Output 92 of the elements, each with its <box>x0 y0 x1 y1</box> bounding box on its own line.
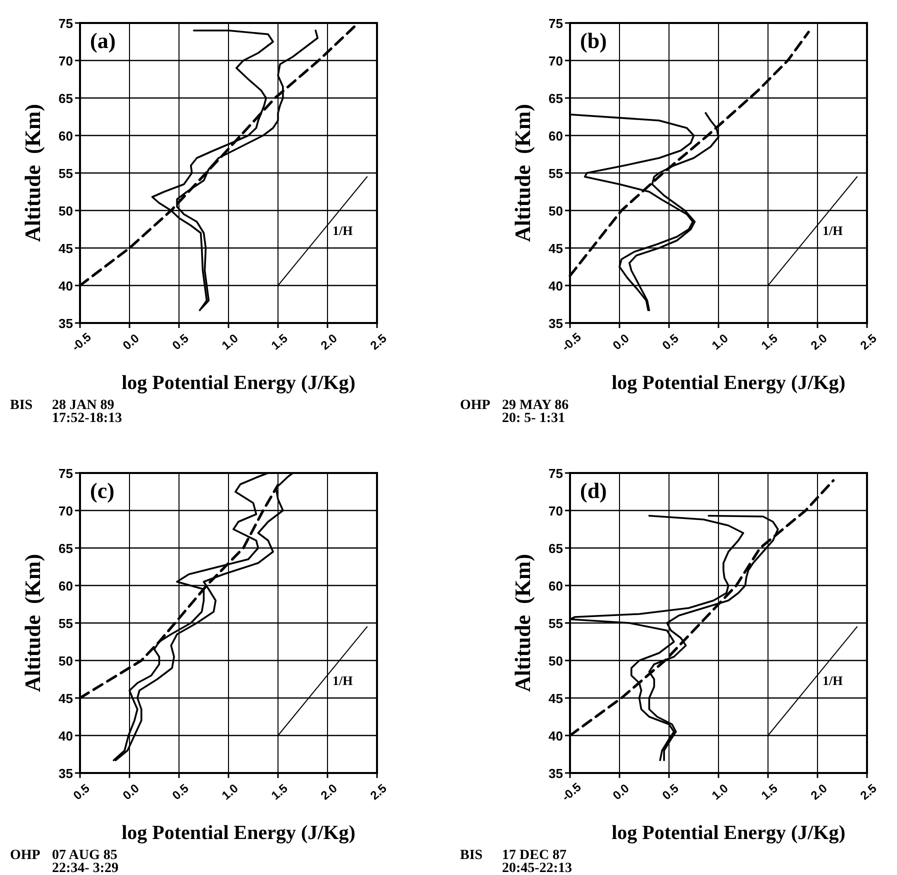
y-tick-label: 35 <box>548 766 563 781</box>
y-tick-label: 35 <box>58 766 73 781</box>
text: 17 DEC 87 <box>502 848 567 863</box>
chart-title: (d) <box>580 478 607 503</box>
y-tick-label: 50 <box>548 654 563 668</box>
y-tick-label: 40 <box>58 728 73 744</box>
y-tick-label: 35 <box>58 316 73 331</box>
x-tick-label: 2.0 <box>808 331 830 353</box>
text: 28 JAN 89 <box>52 398 114 413</box>
x-tick-label: 0.5 <box>660 781 682 803</box>
x-tick-label: 1.5 <box>268 331 291 353</box>
x-tick-label: 1.0 <box>709 331 732 353</box>
y-tick-label: 55 <box>58 166 73 181</box>
x-tick-label: 0.0 <box>610 331 632 353</box>
text: OHP <box>460 398 491 413</box>
y-tick-label: 75 <box>548 16 563 31</box>
text: 20:45-22:13 <box>502 861 572 875</box>
y-tick-label: 40 <box>548 278 563 294</box>
series-label: 1/H <box>822 673 843 688</box>
text: 29 MAY 86 <box>502 398 569 413</box>
y-tick-label: 65 <box>58 541 73 556</box>
y-tick-label: 70 <box>548 504 563 518</box>
y-tick-label: 40 <box>548 728 563 744</box>
chart-title: (c) <box>90 478 114 503</box>
y-tick-label: 50 <box>58 654 73 668</box>
x-tick-label: 2.5 <box>858 781 880 803</box>
series-label: 1/H <box>332 673 353 688</box>
y-tick-label: 55 <box>548 166 563 181</box>
chart-title: (b) <box>580 28 607 53</box>
text: 17:52-18:13 <box>52 411 122 426</box>
y-tick-label: 45 <box>548 691 563 706</box>
x-tick-label: 0.5 <box>170 781 192 803</box>
y-tick-label: 65 <box>58 91 73 106</box>
y-axis-title: Altitude (Km) <box>510 554 535 692</box>
text: 20: 5- 1:31 <box>502 411 565 426</box>
x-tick-label: 0.0 <box>610 781 632 803</box>
chart-title: (a) <box>90 28 116 53</box>
x-tick-label: -0.5 <box>559 780 584 804</box>
y-tick-label: 70 <box>548 54 563 68</box>
y-tick-label: 35 <box>548 316 563 331</box>
x-tick-label: 0.0 <box>120 331 142 353</box>
x-tick-label: -0.5 <box>559 330 584 354</box>
text: OHP <box>10 848 41 863</box>
y-axis-title: Altitude (Km) <box>510 104 535 242</box>
y-tick-label: 60 <box>548 128 563 144</box>
y-tick-label: 70 <box>58 504 73 518</box>
y-tick-label: 60 <box>58 578 73 594</box>
x-tick-label: 2.5 <box>368 331 390 353</box>
x-axis-title: log Potential Energy (J/Kg) <box>612 372 846 394</box>
x-tick-label: 1.0 <box>219 331 242 353</box>
text: 07 AUG 85 <box>52 848 118 863</box>
x-tick-label: 0.5 <box>70 781 93 803</box>
series-label: 1/H <box>822 223 843 238</box>
y-tick-label: 55 <box>58 616 73 631</box>
y-tick-label: 45 <box>58 691 73 706</box>
x-axis-title: log Potential Energy (J/Kg) <box>122 372 356 394</box>
y-tick-label: 50 <box>548 204 563 218</box>
text: BIS <box>10 398 33 413</box>
x-tick-label: 2.0 <box>318 781 340 803</box>
x-tick-label: 2.0 <box>808 781 830 803</box>
y-tick-label: 65 <box>548 91 563 106</box>
y-tick-label: 75 <box>548 466 563 481</box>
y-tick-label: 70 <box>58 54 73 68</box>
x-tick-label: 0.0 <box>120 781 142 803</box>
x-tick-label: 1.0 <box>709 781 732 803</box>
y-tick-label: 50 <box>58 204 73 218</box>
x-tick-label: 2.5 <box>858 331 880 353</box>
x-tick-label: 0.5 <box>170 331 192 353</box>
y-tick-label: 55 <box>548 616 563 631</box>
y-tick-label: 45 <box>58 241 73 256</box>
y-tick-label: 75 <box>58 466 73 481</box>
x-tick-label: 2.5 <box>368 781 390 803</box>
y-axis-title: Altitude (Km) <box>20 554 45 692</box>
y-tick-label: 40 <box>58 278 73 294</box>
x-tick-label: 0.5 <box>660 331 682 353</box>
x-tick-label: 1.5 <box>758 331 781 353</box>
text: 22:34- 3:29 <box>52 861 118 875</box>
y-tick-label: 75 <box>58 16 73 31</box>
x-tick-label: 1.5 <box>268 781 291 803</box>
y-axis-title: Altitude (Km) <box>20 104 45 242</box>
x-tick-label: 1.0 <box>219 781 242 803</box>
y-tick-label: 65 <box>548 541 563 556</box>
y-tick-label: 45 <box>548 241 563 256</box>
x-tick-label: -0.5 <box>69 330 94 354</box>
text: BIS <box>460 848 483 863</box>
y-tick-label: 60 <box>548 578 563 594</box>
x-tick-label: 2.0 <box>318 331 340 353</box>
x-axis-title: log Potential Energy (J/Kg) <box>612 822 846 844</box>
series-label: 1/H <box>332 223 353 238</box>
x-tick-label: 1.5 <box>758 781 781 803</box>
y-tick-label: 60 <box>58 128 73 144</box>
x-axis-title: log Potential Energy (J/Kg) <box>122 822 356 844</box>
